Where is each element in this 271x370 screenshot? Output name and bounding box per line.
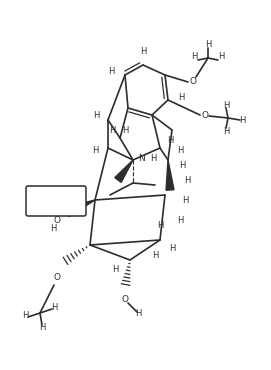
Text: H: H: [239, 115, 245, 124]
Text: H: H: [157, 221, 163, 229]
Text: H: H: [169, 243, 175, 252]
Text: H: H: [108, 67, 114, 75]
Text: H: H: [109, 125, 115, 135]
Text: H: H: [218, 51, 224, 61]
Text: O: O: [53, 272, 60, 282]
Text: H: H: [39, 323, 45, 333]
Text: H: H: [140, 47, 146, 55]
FancyBboxPatch shape: [26, 186, 86, 216]
Text: H: H: [167, 135, 173, 145]
Text: H: H: [191, 51, 197, 61]
Text: H: H: [205, 40, 211, 48]
Text: H: H: [223, 101, 229, 110]
Polygon shape: [166, 160, 174, 190]
Text: H: H: [152, 250, 158, 259]
Text: H: H: [122, 125, 128, 135]
Text: O: O: [53, 215, 60, 225]
Text: O: O: [202, 111, 208, 120]
Text: O: O: [121, 296, 128, 305]
Text: Abs: Abs: [48, 196, 64, 205]
Text: H: H: [177, 145, 183, 155]
Text: H: H: [150, 154, 156, 162]
Text: H: H: [184, 175, 190, 185]
Text: H: H: [178, 92, 184, 101]
Text: H: H: [112, 266, 118, 275]
Polygon shape: [115, 160, 133, 182]
Polygon shape: [65, 200, 95, 216]
Text: H: H: [182, 195, 188, 205]
Text: H: H: [50, 223, 56, 232]
Text: H: H: [177, 215, 183, 225]
Text: H: H: [93, 111, 99, 120]
Text: H: H: [135, 309, 141, 317]
Text: H: H: [22, 310, 28, 320]
Text: H: H: [223, 127, 229, 135]
Text: H: H: [92, 145, 98, 155]
Text: O: O: [189, 77, 196, 85]
Text: H: H: [179, 161, 185, 169]
Text: N: N: [138, 154, 144, 162]
Text: H: H: [51, 303, 57, 313]
